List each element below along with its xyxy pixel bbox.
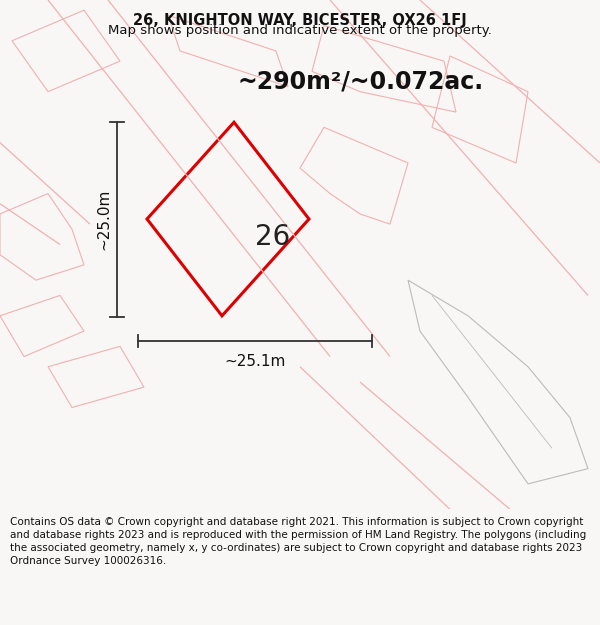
Text: ~25.0m: ~25.0m (97, 189, 112, 250)
Text: 26: 26 (256, 223, 290, 251)
Text: ~25.1m: ~25.1m (224, 354, 286, 369)
Text: Contains OS data © Crown copyright and database right 2021. This information is : Contains OS data © Crown copyright and d… (10, 518, 586, 566)
Text: Map shows position and indicative extent of the property.: Map shows position and indicative extent… (108, 24, 492, 37)
Text: ~290m²/~0.072ac.: ~290m²/~0.072ac. (237, 69, 483, 94)
Text: 26, KNIGHTON WAY, BICESTER, OX26 1FJ: 26, KNIGHTON WAY, BICESTER, OX26 1FJ (133, 12, 467, 28)
